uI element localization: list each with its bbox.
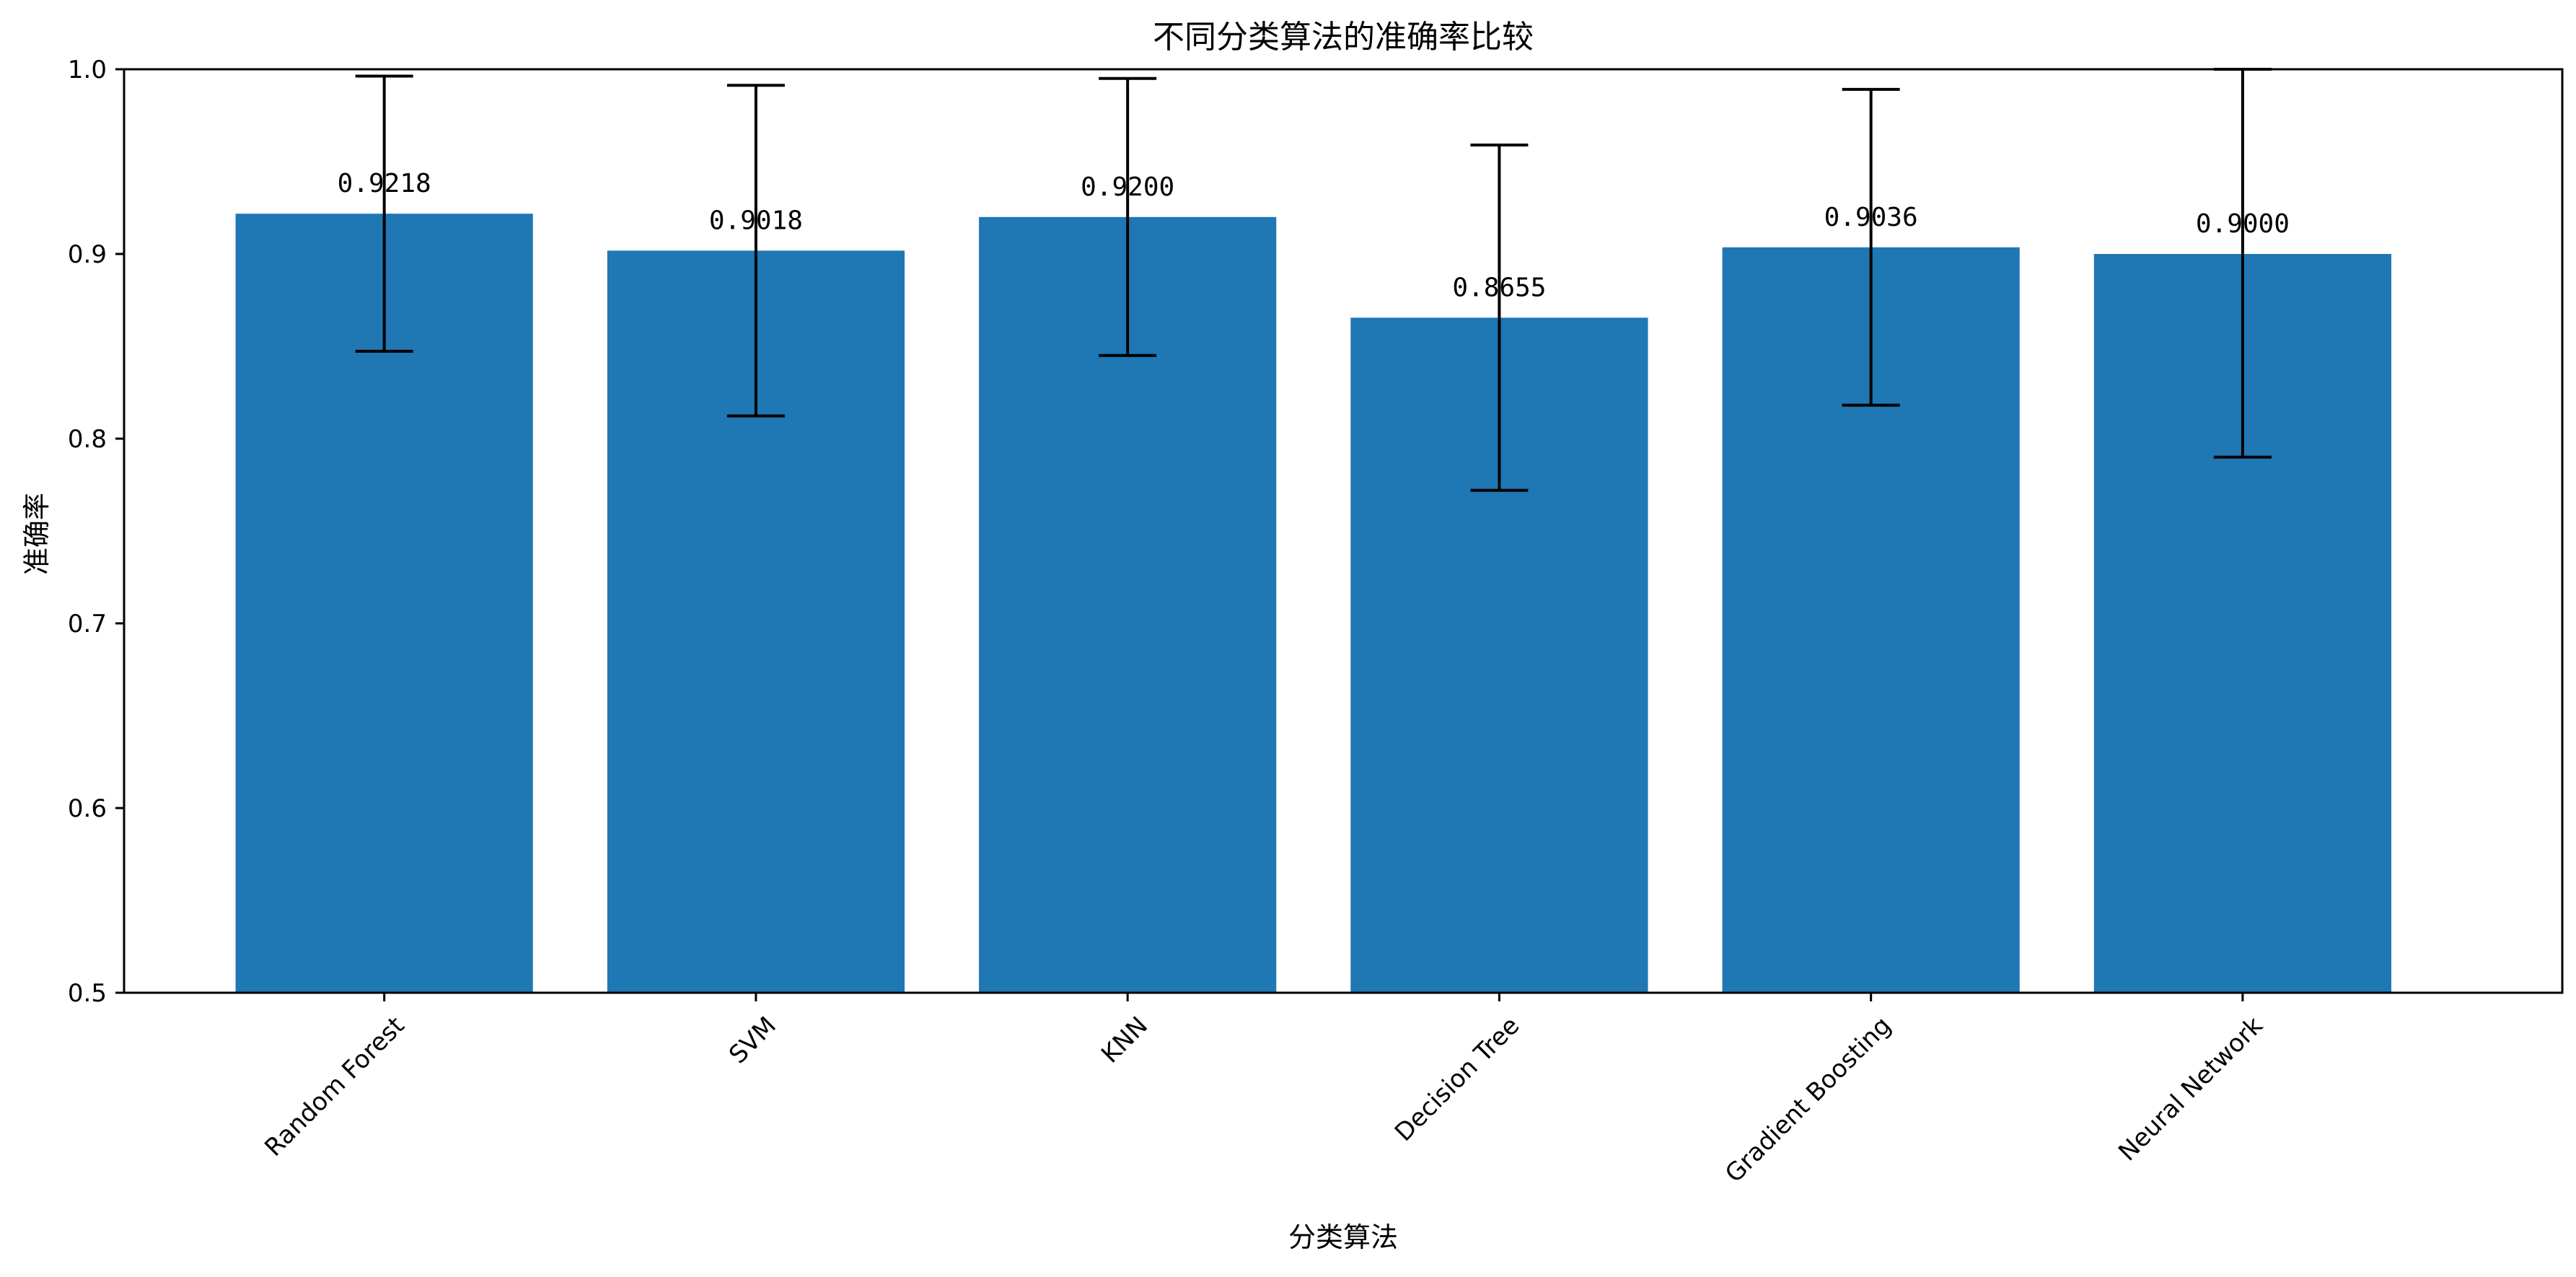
plot-frame <box>123 68 2564 994</box>
data-label: 0.9036 <box>1824 203 1918 232</box>
x-axis-label: 分类算法 <box>1288 1221 1398 1253</box>
y-tick-label: 0.9 <box>68 240 107 269</box>
error-bar <box>1099 76 1157 357</box>
data-label: 0.9218 <box>338 169 431 198</box>
error-bar <box>726 84 785 418</box>
y-tick-label: 0.8 <box>68 425 107 454</box>
data-label: 0.9018 <box>709 206 803 235</box>
y-tick-label: 0.7 <box>68 610 107 638</box>
y-tick-label: 0.5 <box>68 979 107 1008</box>
y-tick-label: 0.6 <box>68 794 107 823</box>
x-tick-label: SVM <box>724 1011 782 1070</box>
data-labels-layer: 0.9218 0.9018 0.9200 0.8655 0.9036 0.9000 <box>338 169 2290 302</box>
error-bar <box>1842 87 1900 407</box>
bars-layer <box>235 214 2391 993</box>
error-bar <box>1470 143 1529 492</box>
error-bar <box>355 74 413 353</box>
y-tick-label: 1.0 <box>68 56 107 84</box>
error-bars-layer <box>355 68 2272 492</box>
x-tick-label: KNN <box>1096 1011 1153 1069</box>
x-tick-label: Gradient Boosting <box>1720 1011 1897 1189</box>
x-tick-label: Decision Tree <box>1389 1011 1525 1147</box>
x-tick-label: Random Forest <box>259 1011 410 1162</box>
data-label: 0.9200 <box>1081 172 1174 202</box>
data-label: 0.8655 <box>1452 273 1546 302</box>
y-axis-label: 准确率 <box>21 493 53 575</box>
x-tick-label: Neural Network <box>2113 1011 2269 1167</box>
data-label: 0.9000 <box>2196 209 2290 239</box>
chart-title: 不同分类算法的准确率比较 <box>1153 19 1534 56</box>
